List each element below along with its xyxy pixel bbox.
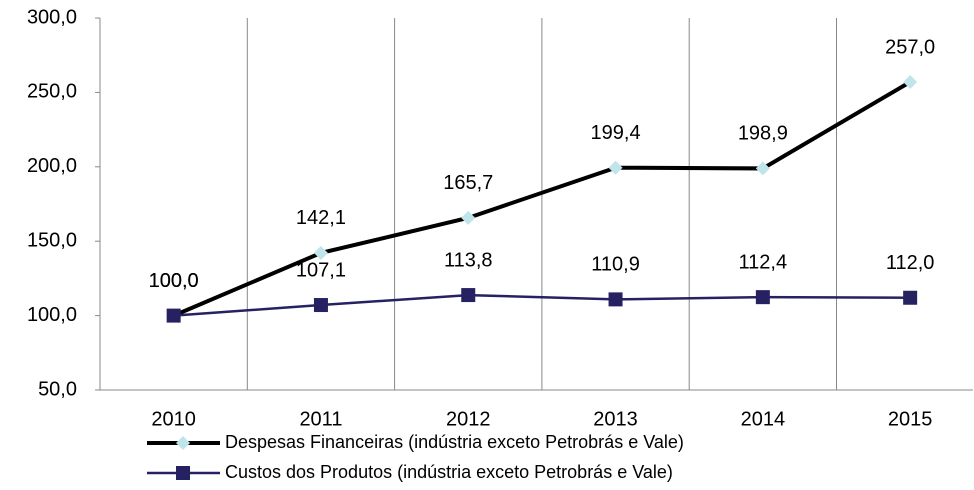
x-tick-label: 2011 xyxy=(299,408,342,430)
legend-label: Despesas Financeiras (indústria exceto P… xyxy=(225,432,684,452)
data-label: 165,7 xyxy=(443,172,493,194)
data-label: 110,9 xyxy=(591,254,640,276)
data-label: 112,4 xyxy=(739,251,788,273)
x-tick-label: 2015 xyxy=(888,408,933,430)
y-tick-label: 200,0 xyxy=(27,155,77,177)
legend-marker xyxy=(176,466,190,480)
y-tick-label: 250,0 xyxy=(27,81,77,103)
data-label: 100,0 xyxy=(149,270,199,292)
data-label: 199,4 xyxy=(591,122,641,144)
data-label: 107,1 xyxy=(296,259,346,281)
series-line xyxy=(172,80,912,318)
data-point xyxy=(313,245,328,260)
x-tick-label: 2010 xyxy=(151,408,196,430)
series-line xyxy=(173,293,911,317)
data-point xyxy=(903,74,918,89)
y-tick-label: 100,0 xyxy=(27,304,77,326)
legend-label: Custos dos Produtos (indústria exceto Pe… xyxy=(225,462,673,482)
data-label: 142,1 xyxy=(296,207,346,229)
data-label: 113,8 xyxy=(444,249,493,271)
data-label: 198,9 xyxy=(738,123,788,145)
data-label: 100,0 xyxy=(149,270,199,292)
data-point xyxy=(313,298,328,313)
data-point xyxy=(166,308,181,323)
data-point xyxy=(461,288,476,303)
x-tick-label: 2012 xyxy=(446,408,491,430)
y-tick-label: 300,0 xyxy=(27,6,77,28)
data-point xyxy=(903,290,918,305)
data-point xyxy=(755,290,770,305)
legend-marker xyxy=(176,436,190,450)
y-tick-label: 150,0 xyxy=(27,229,77,251)
data-point xyxy=(608,160,623,175)
data-label: 112,0 xyxy=(886,252,935,274)
x-tick-label: 2013 xyxy=(593,408,638,430)
data-label: 257,0 xyxy=(885,36,935,58)
x-tick-label: 2014 xyxy=(741,408,786,430)
y-tick-label: 50,0 xyxy=(38,378,77,400)
data-point xyxy=(461,210,476,225)
data-point xyxy=(608,292,623,307)
data-point xyxy=(755,161,770,176)
